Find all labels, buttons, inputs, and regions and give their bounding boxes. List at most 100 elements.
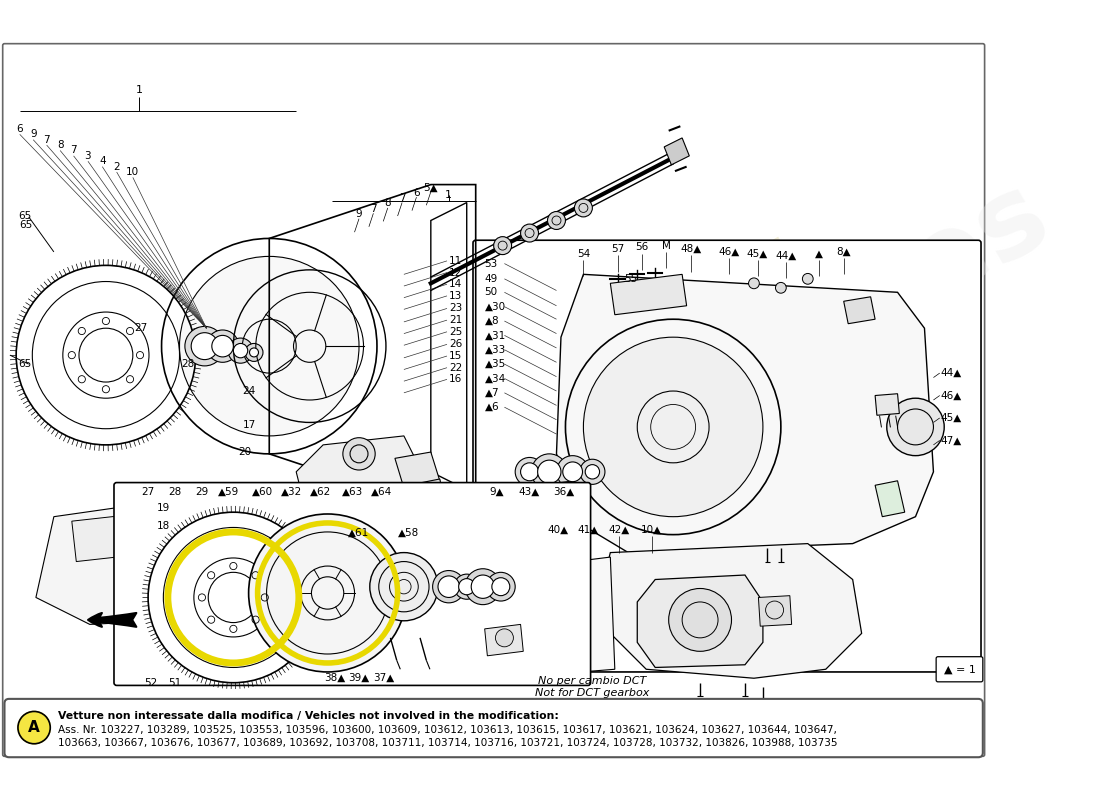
Text: 48▲: 48▲ — [681, 244, 702, 254]
Text: Ass. Nr. 103227, 103289, 103525, 103553, 103596, 103600, 103609, 103612, 103613,: Ass. Nr. 103227, 103289, 103525, 103553,… — [58, 726, 837, 735]
Text: 42▲: 42▲ — [608, 525, 630, 535]
Circle shape — [520, 463, 539, 481]
Circle shape — [494, 237, 512, 254]
Text: 53: 53 — [485, 258, 498, 269]
Text: 50: 50 — [485, 287, 498, 298]
Text: ▲64: ▲64 — [371, 486, 392, 497]
Text: 29: 29 — [196, 486, 209, 497]
Circle shape — [776, 282, 786, 293]
Circle shape — [432, 570, 465, 603]
Text: 17: 17 — [242, 420, 255, 430]
Text: 12: 12 — [449, 267, 462, 278]
Text: ▲ = 1: ▲ = 1 — [944, 664, 976, 674]
Circle shape — [546, 486, 568, 508]
Circle shape — [749, 278, 759, 289]
Text: 3: 3 — [85, 151, 91, 161]
Circle shape — [531, 454, 568, 490]
Text: 18: 18 — [157, 521, 170, 530]
Text: 45▲: 45▲ — [940, 413, 962, 423]
Circle shape — [585, 465, 600, 479]
Polygon shape — [844, 297, 876, 324]
Polygon shape — [485, 624, 524, 656]
Text: ▲34: ▲34 — [485, 374, 506, 383]
Text: 45▲: 45▲ — [747, 249, 768, 258]
FancyBboxPatch shape — [936, 657, 982, 682]
Text: 10▲: 10▲ — [641, 525, 662, 535]
Polygon shape — [503, 557, 615, 678]
Text: 28: 28 — [182, 359, 195, 369]
FancyBboxPatch shape — [114, 482, 591, 686]
Text: 8: 8 — [384, 198, 392, 209]
Text: 11: 11 — [449, 256, 462, 266]
Text: 52: 52 — [144, 678, 157, 688]
FancyBboxPatch shape — [2, 44, 985, 756]
Text: 4: 4 — [99, 156, 106, 166]
Text: Vetture non interessate dalla modifica / Vehicles not involved in the modificati: Vetture non interessate dalla modifica /… — [58, 711, 559, 721]
Circle shape — [548, 211, 565, 230]
Polygon shape — [664, 138, 690, 165]
Text: 19: 19 — [157, 502, 170, 513]
Text: A: A — [29, 720, 40, 735]
Polygon shape — [637, 575, 763, 667]
Polygon shape — [876, 394, 900, 415]
Circle shape — [233, 343, 248, 358]
Circle shape — [207, 330, 239, 362]
Text: ▲6: ▲6 — [485, 402, 499, 412]
Text: 44▲: 44▲ — [940, 368, 962, 378]
Text: 1: 1 — [446, 190, 452, 200]
Polygon shape — [876, 481, 904, 517]
Circle shape — [583, 337, 763, 517]
Circle shape — [580, 459, 605, 484]
Text: M: M — [661, 241, 670, 250]
Circle shape — [887, 398, 944, 456]
Text: ▲31: ▲31 — [485, 330, 506, 340]
Text: 9▲: 9▲ — [490, 486, 504, 497]
Polygon shape — [758, 596, 792, 626]
Polygon shape — [539, 481, 579, 512]
Text: 46▲: 46▲ — [940, 390, 962, 401]
Text: 38▲: 38▲ — [324, 674, 345, 683]
Circle shape — [370, 553, 438, 621]
Circle shape — [454, 574, 480, 599]
Circle shape — [563, 462, 583, 482]
Text: 16: 16 — [449, 374, 462, 384]
Text: 54: 54 — [576, 249, 590, 258]
Circle shape — [18, 711, 51, 744]
Text: ▲58: ▲58 — [398, 528, 419, 538]
Polygon shape — [395, 452, 440, 488]
Text: 24: 24 — [242, 386, 255, 396]
Text: ▲33: ▲33 — [485, 345, 506, 354]
Text: 7: 7 — [70, 146, 77, 155]
Text: 6: 6 — [414, 188, 420, 198]
Circle shape — [249, 514, 407, 672]
Polygon shape — [36, 481, 449, 624]
Text: 55: 55 — [624, 274, 637, 284]
Text: 7: 7 — [399, 193, 406, 203]
Text: 8▲: 8▲ — [836, 247, 851, 257]
Circle shape — [669, 589, 732, 651]
Text: 41▲: 41▲ — [578, 525, 598, 535]
Text: 51: 51 — [168, 678, 182, 688]
FancyBboxPatch shape — [473, 240, 981, 672]
Text: 26: 26 — [449, 339, 462, 350]
Text: ▲32: ▲32 — [282, 486, 303, 497]
Text: 6: 6 — [16, 124, 23, 134]
Text: 39▲: 39▲ — [349, 674, 370, 683]
Text: ▲30: ▲30 — [485, 302, 506, 312]
Circle shape — [185, 326, 224, 366]
Text: 1: 1 — [135, 86, 143, 95]
Text: ▲63: ▲63 — [342, 486, 363, 497]
Text: 22: 22 — [449, 362, 462, 373]
Text: 37▲: 37▲ — [374, 674, 395, 683]
Text: ▲62: ▲62 — [310, 486, 331, 497]
Text: 43▲: 43▲ — [519, 486, 540, 497]
Polygon shape — [520, 611, 579, 647]
Circle shape — [465, 569, 501, 605]
Text: 23: 23 — [449, 303, 462, 314]
Text: No per cambio DCT: No per cambio DCT — [538, 676, 647, 686]
Text: 7: 7 — [43, 134, 50, 145]
Text: 36▲: 36▲ — [553, 486, 574, 497]
Text: ▲35: ▲35 — [485, 359, 506, 369]
Text: 57: 57 — [610, 244, 624, 254]
Circle shape — [539, 615, 560, 637]
